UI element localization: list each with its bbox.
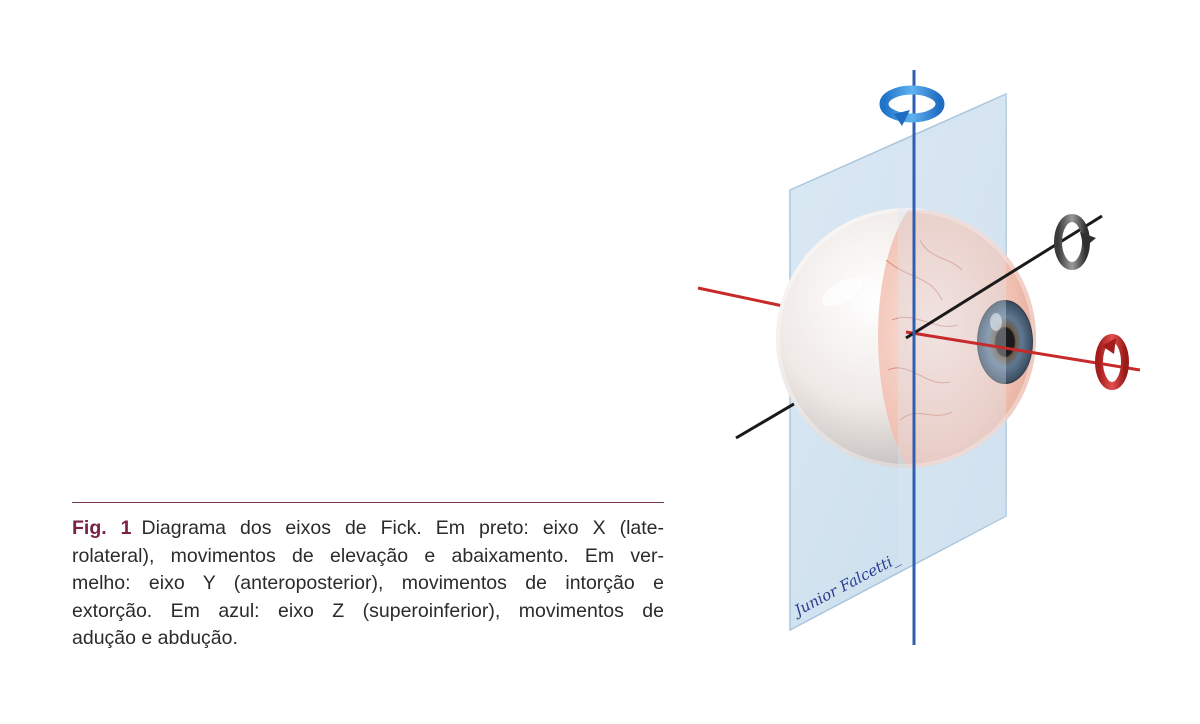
caption-line: melho: eixo Y (anteroposterior), movimen… [72,572,664,594]
caption-line: Fig. 1 Diagrama dos eixos de Fick. Em pre… [72,517,665,539]
figure-caption: Fig. 1 Diagrama dos eixos de Fick. Em pre… [72,515,664,653]
fick-axes-figure: Junior Falcetti_ [680,70,1160,670]
fick-axes-illustration: Junior Falcetti_ [680,70,1160,670]
caption-line: rolateral), movimentos de elevação e aba… [72,544,664,567]
rotation-arrow-icon [1095,334,1129,390]
caption-line: adução e abdução. [72,627,238,649]
caption-line: extorção. Em azul: eixo Z (superoinferio… [72,599,664,622]
rotation-arrow-icon [879,85,945,126]
caption-rule [72,502,664,503]
rotation-arrow-icon [1054,214,1096,270]
figure-label: Fig. 1 [72,517,132,539]
